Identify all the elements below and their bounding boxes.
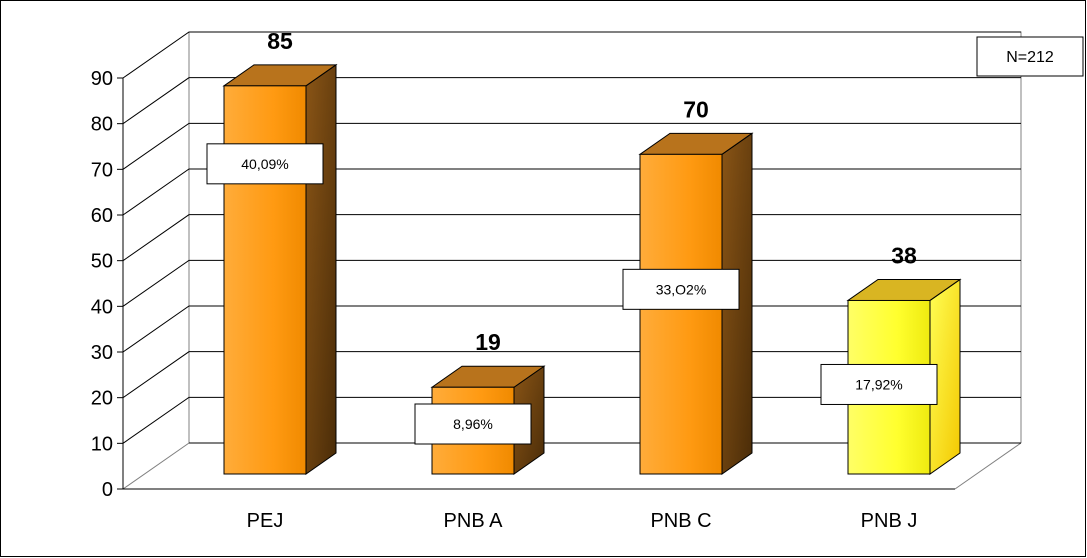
y-tick-label: 80 [91,114,113,136]
category-label: PNB J [861,510,918,532]
percent-label-bg [206,143,324,185]
value-label: 19 [475,329,501,355]
percent-label: 17,92% [855,376,902,392]
y-tick-label: 50 [91,251,113,273]
bar-pnb-c [638,132,754,475]
y-tick-label: 20 [91,388,113,410]
percent-label-box: 8,96% [414,403,532,445]
bar-side [305,63,337,475]
bar-pej [222,63,338,475]
percent-label-box: 17,92% [820,363,938,405]
y-tick-label: 40 [91,296,113,318]
percent-label: 33,O2% [656,281,707,297]
y-tick-label: 30 [91,342,113,364]
percent-label-bg [820,363,938,405]
sample-size-label: N=212 [1006,49,1054,66]
category-label: PNB A [444,510,504,532]
percent-label-bg [622,268,740,310]
bar-pnb-j [846,278,962,475]
percent-label: 8,96% [453,416,493,432]
percent-label-bg [414,403,532,445]
category-label: PEJ [247,510,284,532]
gridline [122,77,1021,125]
percent-label: 40,09% [241,156,288,172]
category-label: PNB C [650,510,711,532]
y-tick-label: 70 [91,159,113,181]
value-label: 85 [267,28,293,54]
y-tick-label: 60 [91,205,113,227]
gridline [122,31,1021,79]
value-label: 70 [683,96,709,122]
value-label: 38 [891,242,917,268]
y-tick-label: 0 [102,479,113,501]
bar-front [639,153,723,475]
sample-size-box: N=212 [976,36,1084,77]
y-tick-label: 90 [91,68,113,90]
sample-size-bg [976,36,1084,77]
floor-edge [954,442,1022,490]
y-tick-label: 10 [91,433,113,455]
percent-label-box: 33,O2% [622,268,740,310]
gridline [122,122,1021,170]
percent-label-box: 40,09% [206,143,324,185]
